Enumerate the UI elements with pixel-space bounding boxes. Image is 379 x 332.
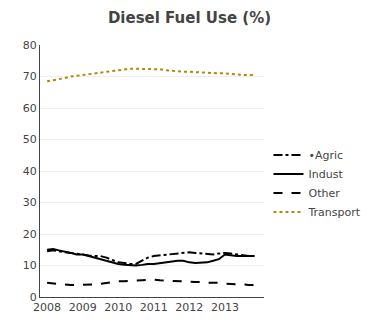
- svg-text:2013: 2013: [211, 301, 239, 314]
- svg-text:0: 0: [30, 291, 37, 304]
- svg-text:•Agric: •Agric: [308, 149, 343, 162]
- svg-text:40: 40: [23, 165, 37, 178]
- svg-text:70: 70: [23, 70, 37, 83]
- svg-text:Other: Other: [308, 187, 340, 200]
- svg-text:2012: 2012: [175, 301, 203, 314]
- svg-text:30: 30: [23, 196, 37, 209]
- svg-text:2011: 2011: [140, 301, 168, 314]
- svg-text:Transport: Transport: [307, 206, 360, 219]
- svg-text:50: 50: [23, 133, 37, 146]
- svg-text:10: 10: [23, 259, 37, 272]
- svg-text:80: 80: [23, 39, 37, 52]
- svg-text:Indust: Indust: [308, 168, 343, 181]
- svg-text:Diesel Fuel Use (%): Diesel Fuel Use (%): [108, 9, 271, 27]
- svg-text:2009: 2009: [69, 301, 97, 314]
- svg-text:2010: 2010: [104, 301, 132, 314]
- svg-text:2008: 2008: [33, 301, 61, 314]
- svg-text:20: 20: [23, 228, 37, 241]
- svg-text:60: 60: [23, 102, 37, 115]
